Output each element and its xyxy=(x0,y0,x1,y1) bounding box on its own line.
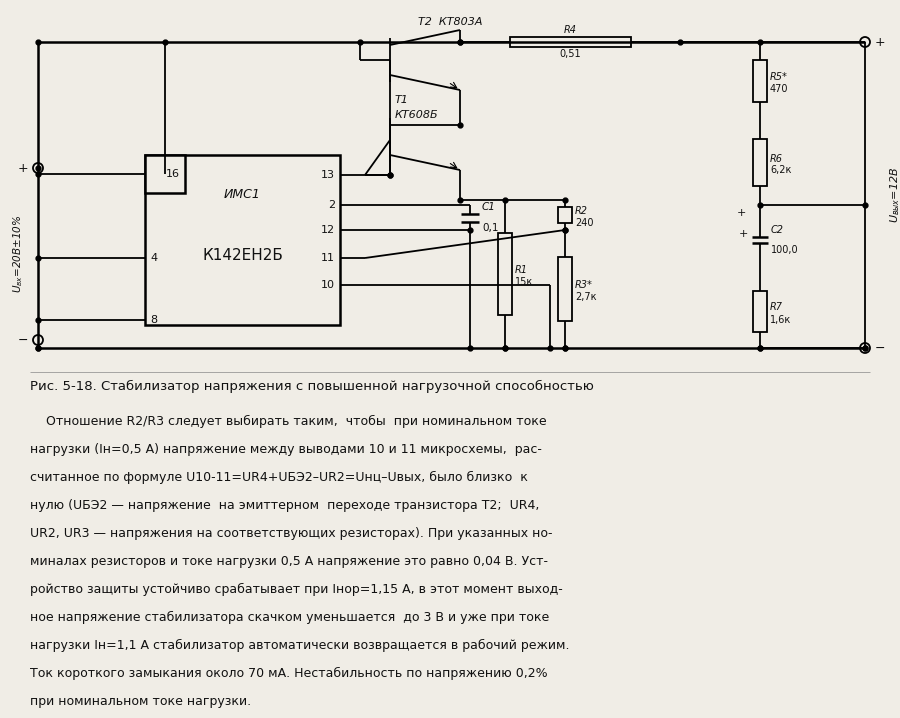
Text: T1: T1 xyxy=(395,95,409,105)
Text: ройство защиты устойчиво срабатывает при Iнор=1,15 А, в этот момент выход-: ройство защиты устойчиво срабатывает при… xyxy=(30,583,562,596)
Text: R3*: R3* xyxy=(575,280,593,290)
Bar xyxy=(753,292,767,332)
Text: Ток короткого замыкания около 70 мА. Нестабильность по напряжению 0,2%: Ток короткого замыкания около 70 мА. Нес… xyxy=(30,667,547,680)
Text: +: + xyxy=(739,229,748,239)
Text: $U_{вх}$=20В±10%: $U_{вх}$=20В±10% xyxy=(11,215,25,293)
Text: Рис. 5-18. Стабилизатор напряжения с повышенной нагрузочной способностью: Рис. 5-18. Стабилизатор напряжения с пов… xyxy=(30,379,594,393)
Text: 16: 16 xyxy=(166,169,180,179)
Text: UR2, UR3 — напряжения на соответствующих резисторах). При указанных но-: UR2, UR3 — напряжения на соответствующих… xyxy=(30,527,553,540)
Text: ИМС1: ИМС1 xyxy=(224,189,261,202)
Text: при номинальном токе нагрузки.: при номинальном токе нагрузки. xyxy=(30,695,251,708)
Bar xyxy=(145,155,340,325)
Text: +: + xyxy=(17,162,28,174)
Text: 15к: 15к xyxy=(515,277,533,287)
Text: КТ608Б: КТ608Б xyxy=(395,110,438,120)
Text: миналах резисторов и токе нагрузки 0,5 А напряжение это равно 0,04 В. Уст-: миналах резисторов и токе нагрузки 0,5 А… xyxy=(30,555,548,568)
Text: 4: 4 xyxy=(150,253,158,263)
Text: 6,2к: 6,2к xyxy=(770,166,791,175)
Text: 100,0: 100,0 xyxy=(771,245,798,255)
Text: нулю (UБЭ2 — напряжение  на эмиттерном  переходе транзистора T2;  UR4,: нулю (UБЭ2 — напряжение на эмиттерном пе… xyxy=(30,499,539,512)
Text: 1,6к: 1,6к xyxy=(770,314,791,325)
Text: $U_{вых}$=12В: $U_{вых}$=12В xyxy=(888,167,900,223)
Text: R6: R6 xyxy=(770,154,783,164)
Text: 470: 470 xyxy=(770,84,788,94)
Text: −: − xyxy=(875,342,886,355)
Text: C1: C1 xyxy=(482,202,496,213)
Text: R4: R4 xyxy=(563,25,577,35)
Text: C2: C2 xyxy=(771,225,784,235)
Text: +: + xyxy=(875,35,886,49)
Text: 12: 12 xyxy=(321,225,335,235)
Text: нагрузки (Iн=0,5 А) напряжение между выводами 10 и 11 микросхемы,  рас-: нагрузки (Iн=0,5 А) напряжение между выв… xyxy=(30,443,542,456)
Text: 2: 2 xyxy=(328,200,335,210)
Text: 13: 13 xyxy=(321,170,335,180)
Text: 0,1: 0,1 xyxy=(482,223,499,233)
Text: считанное по формуле U10‑11=UR4+UБЭ2–UR2=Uнц–Uвых, было близко  к: считанное по формуле U10‑11=UR4+UБЭ2–UR2… xyxy=(30,471,528,484)
Bar xyxy=(498,233,512,314)
Text: R2: R2 xyxy=(575,206,588,216)
Text: 11: 11 xyxy=(321,253,335,263)
Text: 8: 8 xyxy=(150,315,158,325)
Text: +: + xyxy=(736,208,746,218)
Bar xyxy=(753,60,767,103)
Text: R7: R7 xyxy=(770,302,783,312)
Text: ное напряжение стабилизатора скачком уменьшается  до 3 В и уже при токе: ное напряжение стабилизатора скачком уме… xyxy=(30,611,549,624)
Bar xyxy=(753,139,767,186)
Text: R1: R1 xyxy=(515,265,528,275)
Bar xyxy=(558,256,572,322)
Text: нагрузки Iн=1,1 А стабилизатор автоматически возвращается в рабочий режим.: нагрузки Iн=1,1 А стабилизатор автоматич… xyxy=(30,639,570,652)
Bar xyxy=(509,37,631,47)
Text: Отношение R2/R3 следует выбирать таким,  чтобы  при номинальном токе: Отношение R2/R3 следует выбирать таким, … xyxy=(30,415,546,428)
Text: 10: 10 xyxy=(321,280,335,290)
Text: 0,51: 0,51 xyxy=(559,49,580,59)
Text: К142ЕН2Б: К142ЕН2Б xyxy=(202,248,283,263)
Bar xyxy=(558,207,572,223)
Text: T2  КТ803А: T2 КТ803А xyxy=(418,17,482,27)
Text: 240: 240 xyxy=(575,218,593,228)
Text: 2,7к: 2,7к xyxy=(575,292,597,302)
Bar xyxy=(145,155,185,193)
Text: R5*: R5* xyxy=(770,72,788,82)
Text: −: − xyxy=(17,333,28,347)
